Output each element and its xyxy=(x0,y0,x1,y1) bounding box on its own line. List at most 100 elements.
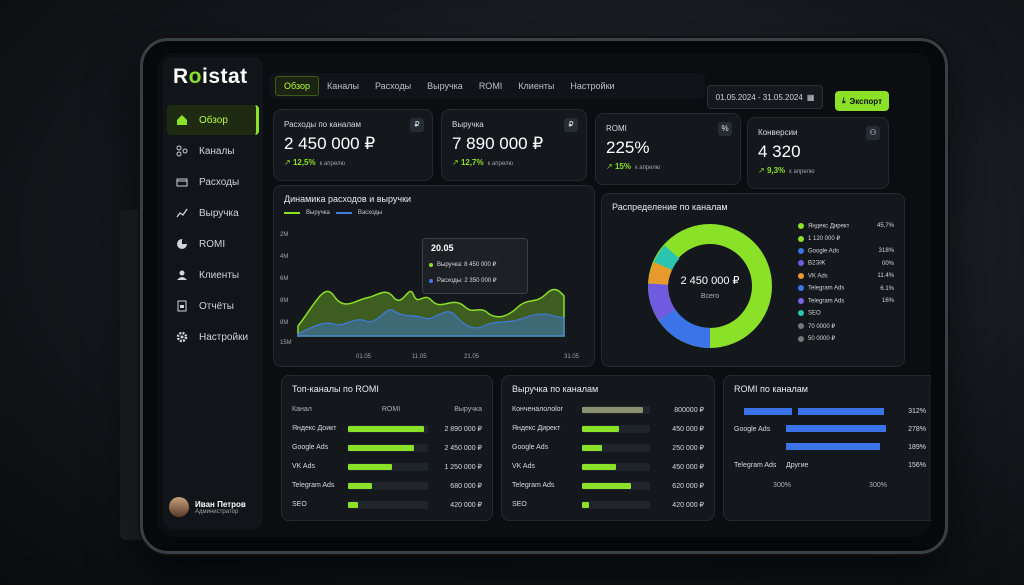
user-name: Иван Петров xyxy=(195,499,246,509)
user-icon xyxy=(175,268,189,282)
tooltip-revenue-text: Выручка: 8 450 000 ₽ xyxy=(437,262,497,268)
download-icon: ⤓ xyxy=(841,96,846,105)
legend-swatch-expenses xyxy=(335,212,352,214)
kpi-value: 2 450 000 ₽ xyxy=(284,134,376,153)
kpi-card-conversions: Конверсии ⚇ 4 320 ↗ 9,3% к апрелю xyxy=(747,117,889,189)
legend-row: SEO xyxy=(798,308,894,321)
romi-channels-title: ROMI по каналам xyxy=(734,384,808,394)
y-tick: 8M xyxy=(280,320,288,326)
table-row[interactable]: Telegram Ads 680 000 ₽ xyxy=(292,481,482,490)
export-button[interactable]: ⤓ Экспорт xyxy=(835,91,889,111)
expenses-area xyxy=(297,309,565,337)
tab-overview[interactable]: Обзор xyxy=(275,76,319,96)
kpi-card-expenses: Расходы по каналам ₽ 2 450 000 ₽ ↗ 12,5%… xyxy=(273,109,433,181)
kpi-card-revenue: Выручка ₽ 7 890 000 ₽ ↗ 12,7% к апрелю xyxy=(441,109,587,181)
gear-icon xyxy=(175,330,189,344)
sidebar-item-label: Обзор xyxy=(199,114,228,126)
sidebar-item-settings[interactable]: Настройки xyxy=(167,322,259,352)
sidebar-item-romi[interactable]: ROMI xyxy=(167,229,259,259)
date-range-picker[interactable]: 01.05.2024 - 31.05.2024 ▦ xyxy=(707,85,823,109)
kpi-label: Выручка xyxy=(452,120,484,129)
home-icon xyxy=(175,113,189,127)
revenue-area xyxy=(297,288,565,337)
table-row[interactable]: SEO 420 000 ₽ xyxy=(512,500,704,509)
table-row[interactable]: Конченалолоlor 800000 ₽ xyxy=(512,405,704,414)
dynamics-chart-card: Динамика расходов и выручки Выручка Васх… xyxy=(273,185,595,367)
kpi-delta-value: 9,3% xyxy=(766,166,786,175)
tablet-device: Roistat Обзор Каналы Расходы Выручка xyxy=(140,38,948,554)
romi-row[interactable]: 312% xyxy=(734,402,926,420)
table-row[interactable]: VK Ads 450 000 ₽ xyxy=(512,462,704,471)
distribution-card: Распределение по каналам 2 450 000 ₽ Все… xyxy=(601,193,905,367)
sidebar-item-revenue[interactable]: Выручка xyxy=(167,198,259,228)
romi-axis: 300% 300% xyxy=(773,482,887,489)
table-row[interactable]: Google Ads 250 000 ₽ xyxy=(512,443,704,452)
top-romi-table: Канал ROMI Выручка Яндекс Доикт 2 890 000 ₽… xyxy=(292,400,482,514)
kpi-delta-note: к апрелю xyxy=(319,161,345,167)
pie-icon xyxy=(175,237,189,251)
expenses-icon xyxy=(175,175,189,189)
romi-row[interactable]: Google Ads 278% xyxy=(734,424,926,433)
channels-icon xyxy=(175,144,189,158)
tab-clients[interactable]: Клиенты xyxy=(518,81,555,91)
donut-chart: 2 450 000 ₽ Всего xyxy=(648,224,772,348)
tooltip-expenses-text: Расходы: 2 350 000 ₽ xyxy=(437,278,497,284)
user-profile[interactable]: Иван Петров Администратор xyxy=(169,497,246,517)
sidebar-item-expenses[interactable]: Расходы xyxy=(167,167,259,197)
donut-slice-seo xyxy=(653,245,680,271)
kpi-delta-note: к апрелю xyxy=(789,169,815,175)
sidebar-item-label: Клиенты xyxy=(199,269,240,281)
table-row[interactable]: Яндекс Директ 450 000 ₽ xyxy=(512,424,704,433)
kpi-label: Конверсии xyxy=(758,128,798,137)
tab-settings[interactable]: Настройки xyxy=(570,81,615,91)
sidebar-item-label: Настройки xyxy=(199,331,249,343)
sidebar-item-overview[interactable]: Обзор xyxy=(167,105,259,135)
kpi-value: 7 890 000 ₽ xyxy=(452,134,544,153)
sidebar-item-clients[interactable]: Клиенты xyxy=(167,260,259,290)
kpi-delta-note: к апрелю xyxy=(487,161,513,167)
sidebar-item-label: Каналы xyxy=(199,145,235,157)
donut-slice-vk xyxy=(648,283,676,321)
table-row[interactable]: Яндекс Доикт 2 890 000 ₽ xyxy=(292,424,482,433)
romi-row[interactable]: Telegram Ads Другие 156% xyxy=(734,461,926,469)
legend-row: 70 0000 ₽ xyxy=(798,320,894,333)
tab-channels[interactable]: Каналы xyxy=(327,81,359,91)
legend-row: Google Ads 318% xyxy=(798,245,894,258)
percent-icon: % xyxy=(718,122,732,136)
kpi-delta-value: 15% xyxy=(614,162,631,171)
kpi-delta: ↗ 9,3% к апрелю xyxy=(758,166,815,175)
table-row[interactable]: Telegram Ads 620 000 ₽ xyxy=(512,481,704,490)
tab-expenses[interactable]: Расходы xyxy=(374,81,412,91)
export-label: Экспорт xyxy=(849,96,882,106)
legend-row: VK Ads 11.4% xyxy=(798,270,894,283)
sidebar-item-label: Отчёты xyxy=(199,300,234,312)
sidebar-item-reports[interactable]: Отчёты xyxy=(167,291,259,321)
tab-romi[interactable]: ROMI xyxy=(478,81,503,91)
table-row[interactable]: VK Ads 1 250 000 ₽ xyxy=(292,462,482,471)
person-icon: ⚇ xyxy=(866,126,880,140)
y-tick: 4M xyxy=(280,254,288,260)
tab-revenue[interactable]: Выручка xyxy=(427,81,463,91)
legend-row: В2ЭЖ 00% xyxy=(798,258,894,271)
chart-title: Динамика расходов и выручки xyxy=(284,194,412,204)
romi-channels-table: 312% Google Ads 278% 189% Telegram Ads Дру… xyxy=(734,402,926,489)
x-tick: 31.05 xyxy=(564,354,580,360)
top-romi-title: Топ-каналы по ROMI xyxy=(292,384,379,394)
sidebar-item-channels[interactable]: Каналы xyxy=(167,136,259,166)
table-row[interactable]: SEO 420 000 ₽ xyxy=(292,500,482,509)
top-nav: Обзор Каналы Расходы Выручка ROMI Клиент… xyxy=(269,73,705,99)
tooltip-date: 20.05 xyxy=(431,243,454,253)
legend-expenses: Васходы xyxy=(357,210,383,216)
line-chart: 2M 4M 6M 8M 8M 15M 01.05 11.05 21.05 31.… xyxy=(280,232,580,360)
kpi-delta-note: к апрелю xyxy=(634,165,661,171)
sidebar-item-label: Выручка xyxy=(199,207,239,219)
revenue-icon xyxy=(175,206,189,220)
ruble-icon: ₽ xyxy=(410,118,424,132)
kpi-value: 4 320 xyxy=(758,142,801,161)
romi-row[interactable]: 189% xyxy=(734,438,926,456)
legend-revenue: Выручка xyxy=(306,210,330,216)
revenue-channels-card: Выручка по каналам Конченалолоlor 800000 … xyxy=(501,375,715,521)
distribution-title: Распределение по каналам xyxy=(612,202,728,212)
table-row[interactable]: Google Ads 2 450 000 ₽ xyxy=(292,443,482,452)
sidebar-nav: Обзор Каналы Расходы Выручка ROMI xyxy=(163,105,263,353)
